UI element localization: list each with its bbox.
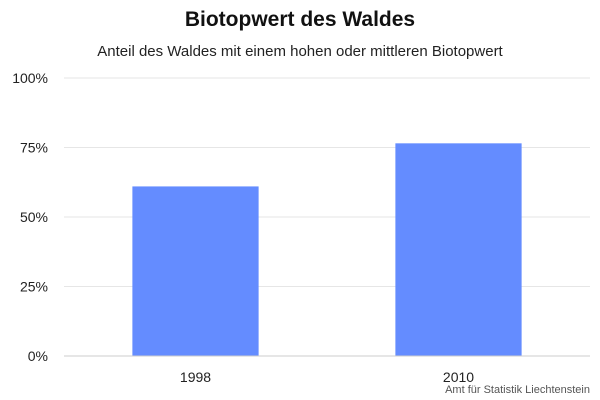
bar-2010 [395, 143, 522, 356]
y-tick-label: 25% [20, 279, 48, 295]
chart-subtitle: Anteil des Waldes mit einem hohen oder m… [97, 43, 503, 60]
bars [132, 143, 522, 356]
y-tick-label: 0% [28, 348, 48, 364]
y-axis-ticks: 0% 25% 50% 75% 100% [12, 70, 48, 364]
source-note: Amt für Statistik Liechtenstein [445, 384, 590, 396]
x-axis-ticks: 1998 2010 [180, 369, 474, 385]
y-tick-label: 50% [20, 209, 48, 225]
bar-1998 [132, 186, 259, 356]
chart-title: Biotopwert des Waldes [184, 8, 416, 31]
y-tick-label: 75% [20, 140, 48, 156]
x-tick-label: 1998 [180, 369, 211, 385]
x-tick-label: 2010 [443, 369, 474, 385]
y-tick-label: 100% [12, 70, 48, 86]
